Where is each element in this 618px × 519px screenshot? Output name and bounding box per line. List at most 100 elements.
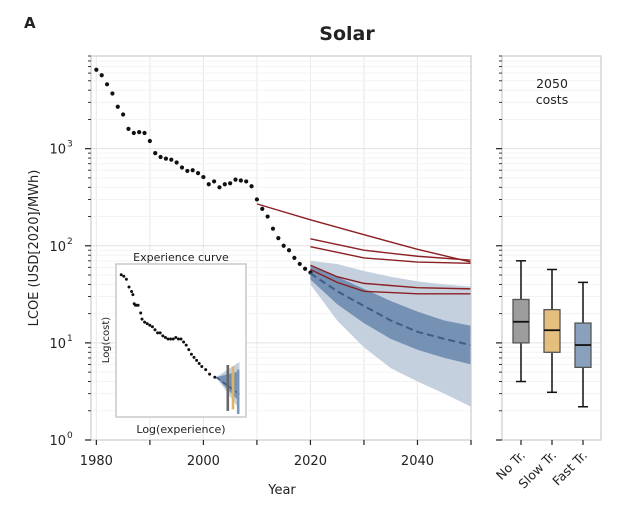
inset-x-label: Log(experience)	[136, 423, 225, 436]
inset-point	[124, 277, 128, 281]
historical-point	[249, 184, 254, 189]
main-plot-frame	[90, 55, 472, 441]
inset-point	[174, 335, 178, 339]
historical-point	[99, 73, 104, 78]
inset-point	[184, 343, 188, 347]
inset-point	[213, 375, 217, 379]
historical-point	[302, 266, 308, 271]
box-plot-title-line: 2050	[536, 76, 568, 91]
historical-point	[163, 156, 169, 161]
historical-point	[174, 160, 179, 165]
inset-point	[161, 334, 165, 338]
inset-point	[140, 317, 144, 321]
historical-point	[217, 185, 222, 190]
historical-point	[281, 243, 286, 248]
inset-point	[150, 325, 154, 329]
inset-title: Experience curve	[133, 251, 229, 264]
inset-y-label: Log(cost)	[101, 317, 112, 364]
inset-point	[204, 368, 208, 372]
historical-point	[190, 168, 195, 173]
red-scenario-line	[310, 268, 471, 295]
historical-points	[94, 67, 313, 275]
historical-point	[292, 255, 297, 261]
median-line	[309, 272, 472, 347]
y-tick-label: 10	[49, 240, 66, 255]
inset-point	[166, 337, 170, 341]
inset-point	[119, 273, 123, 277]
inner-band	[310, 265, 471, 365]
red-scenario-line	[310, 245, 472, 265]
x-tick-label: 1980	[80, 454, 113, 469]
inset-point	[136, 303, 140, 307]
historical-point	[147, 138, 152, 144]
inset-marks	[119, 273, 240, 414]
box-plot-title-line: costs	[536, 92, 568, 107]
y-tick-label: 10	[49, 337, 66, 352]
historical-point	[195, 171, 201, 176]
historical-point	[185, 168, 190, 174]
inset-point	[182, 340, 186, 344]
historical-point	[121, 112, 126, 117]
inset-median-line	[215, 376, 240, 395]
box-plot-2050: No Tr.Slow Tr.Fast Tr. 2050 costs	[493, 55, 602, 491]
x-axis-label: Year	[267, 483, 296, 498]
y-tick-label: 10	[49, 143, 66, 158]
historical-point	[297, 261, 302, 267]
historical-point	[201, 174, 206, 180]
inset-point	[156, 331, 160, 335]
y-tick-exponent: 1	[67, 334, 73, 344]
historical-point	[169, 157, 174, 162]
red-scenario-line	[310, 264, 472, 290]
inset-point	[171, 337, 175, 341]
x-tick-label: 2000	[187, 454, 220, 469]
historical-point	[254, 197, 260, 202]
red-scenario-lines	[256, 203, 472, 295]
chart-title: Solar	[319, 23, 375, 45]
inset-point	[192, 355, 196, 359]
inset-point	[143, 320, 147, 324]
historical-point	[260, 206, 265, 211]
inset-point	[127, 285, 131, 289]
historical-point	[265, 214, 270, 219]
inset-point	[158, 331, 162, 335]
inset-point	[195, 358, 199, 362]
historical-point	[137, 130, 142, 135]
inset-point	[208, 372, 212, 376]
historical-point	[270, 226, 276, 231]
historical-point	[153, 151, 158, 156]
inset-point	[179, 337, 183, 341]
historical-point	[104, 82, 110, 87]
inset-point	[130, 290, 134, 294]
inset-frame	[115, 263, 247, 418]
inset-point	[187, 348, 191, 352]
historical-point	[286, 248, 292, 253]
y-axis-label: LCOE (USD[2020]/MWh)	[27, 170, 42, 327]
inset-experience-curve: Experience curve Log(experience) Log(cos…	[101, 251, 247, 436]
box-category-label: Fast Tr.	[549, 448, 590, 489]
historical-point	[179, 165, 185, 170]
inset-point	[200, 365, 204, 369]
historical-point	[126, 126, 131, 131]
historical-point	[222, 182, 227, 187]
y-tick-exponent: 3	[67, 140, 73, 150]
historical-point	[244, 179, 249, 184]
historical-point	[142, 130, 147, 136]
historical-point	[276, 235, 281, 241]
y-tick-exponent: 2	[67, 237, 73, 247]
historical-point	[158, 154, 163, 160]
inset-point	[153, 328, 157, 332]
box-marks	[512, 260, 592, 408]
y-tick-exponent: 0	[67, 431, 73, 441]
inset-point	[131, 293, 135, 297]
inset-point	[145, 322, 149, 326]
historical-point	[94, 67, 99, 72]
inset-point	[163, 335, 167, 339]
historical-point	[131, 130, 136, 136]
box-plot-title: 2050 costs	[536, 76, 568, 107]
inset-point	[176, 337, 180, 341]
historical-point	[110, 91, 115, 96]
panel-label: A	[24, 14, 36, 32]
